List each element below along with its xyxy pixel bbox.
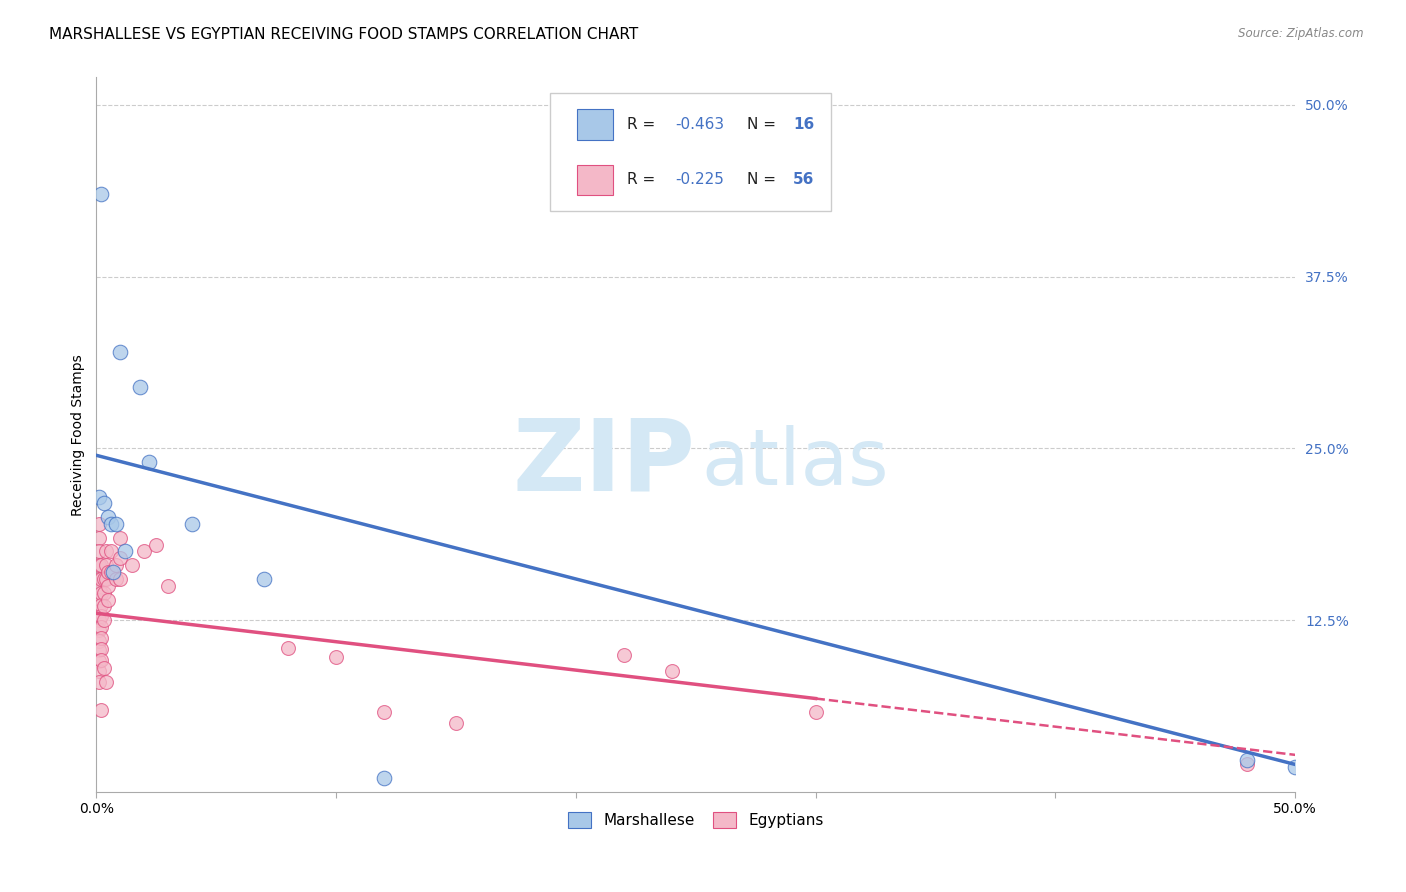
Point — [90, 620, 112, 634]
Text: ZIP: ZIP — [513, 415, 696, 512]
Point — [93, 613, 115, 627]
Point — [104, 516, 127, 531]
Point — [97, 510, 120, 524]
Point — [94, 572, 117, 586]
Point — [87, 531, 110, 545]
Point — [325, 650, 347, 665]
FancyBboxPatch shape — [576, 164, 613, 195]
Point — [90, 653, 112, 667]
Point — [110, 531, 132, 545]
Text: N =: N = — [748, 117, 782, 132]
Point — [613, 648, 636, 662]
Point — [110, 551, 132, 566]
Point — [90, 642, 112, 657]
Point — [90, 631, 112, 645]
Text: atlas: atlas — [702, 425, 889, 501]
Point — [90, 598, 112, 612]
Point — [804, 706, 827, 720]
FancyBboxPatch shape — [550, 93, 831, 211]
Point — [87, 592, 110, 607]
Point — [100, 544, 122, 558]
Point — [94, 558, 117, 573]
Point — [90, 585, 112, 599]
Point — [93, 572, 115, 586]
Point — [373, 771, 395, 785]
Point — [1236, 757, 1258, 772]
Point — [87, 643, 110, 657]
Point — [128, 379, 150, 393]
Point — [87, 558, 110, 573]
Y-axis label: Receiving Food Stamps: Receiving Food Stamps — [72, 354, 86, 516]
Point — [87, 613, 110, 627]
FancyBboxPatch shape — [576, 109, 613, 140]
Point — [97, 565, 120, 579]
Point — [277, 640, 299, 655]
Point — [87, 623, 110, 637]
Point — [114, 544, 136, 558]
Point — [145, 538, 167, 552]
Legend: Marshallese, Egyptians: Marshallese, Egyptians — [562, 806, 830, 834]
Point — [87, 604, 110, 618]
Point — [101, 565, 124, 579]
Point — [157, 579, 180, 593]
Point — [87, 655, 110, 669]
Text: N =: N = — [748, 172, 782, 187]
Point — [87, 544, 110, 558]
Point — [181, 516, 204, 531]
Point — [87, 664, 110, 678]
Point — [90, 187, 112, 202]
Point — [100, 516, 122, 531]
Point — [134, 544, 156, 558]
Point — [87, 582, 110, 596]
Point — [93, 585, 115, 599]
Point — [110, 345, 132, 359]
Point — [97, 592, 120, 607]
Point — [90, 572, 112, 586]
Text: R =: R = — [627, 117, 661, 132]
Text: 16: 16 — [793, 117, 814, 132]
Text: -0.463: -0.463 — [675, 117, 724, 132]
Point — [87, 572, 110, 586]
Text: Source: ZipAtlas.com: Source: ZipAtlas.com — [1239, 27, 1364, 40]
Point — [90, 609, 112, 624]
Text: R =: R = — [627, 172, 661, 187]
Point — [1284, 760, 1306, 774]
Point — [93, 496, 115, 510]
Point — [104, 558, 127, 573]
Point — [94, 544, 117, 558]
Point — [87, 675, 110, 690]
Point — [661, 664, 683, 678]
Point — [90, 558, 112, 573]
Point — [94, 675, 117, 690]
Point — [138, 455, 160, 469]
Point — [373, 706, 395, 720]
Text: 56: 56 — [793, 172, 814, 187]
Point — [444, 716, 467, 731]
Point — [104, 572, 127, 586]
Point — [100, 565, 122, 579]
Point — [87, 633, 110, 648]
Point — [93, 661, 115, 675]
Point — [1236, 753, 1258, 767]
Point — [93, 599, 115, 614]
Point — [121, 558, 143, 573]
Point — [253, 572, 276, 586]
Point — [87, 516, 110, 531]
Point — [97, 579, 120, 593]
Point — [87, 490, 110, 504]
Point — [110, 572, 132, 586]
Text: -0.225: -0.225 — [675, 172, 724, 187]
Text: MARSHALLESE VS EGYPTIAN RECEIVING FOOD STAMPS CORRELATION CHART: MARSHALLESE VS EGYPTIAN RECEIVING FOOD S… — [49, 27, 638, 42]
Point — [90, 702, 112, 716]
